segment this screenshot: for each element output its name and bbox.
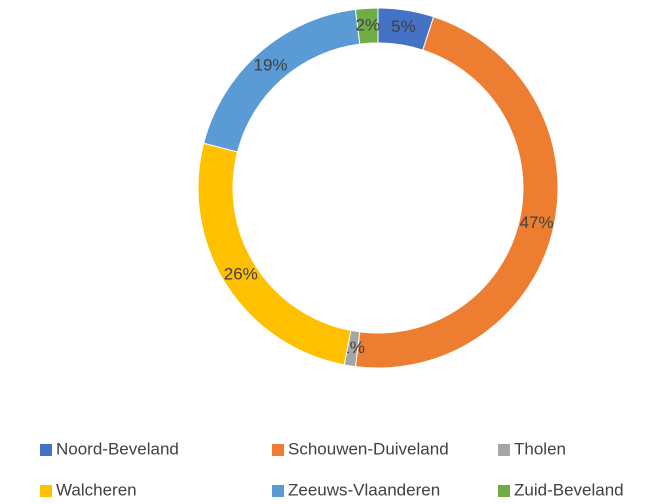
data-label: 5% — [391, 17, 416, 36]
legend-swatch — [272, 444, 284, 456]
legend-label: Walcheren — [56, 480, 137, 499]
legend-swatch — [272, 485, 284, 497]
data-label: 19% — [254, 56, 288, 75]
data-label: 2% — [356, 15, 381, 34]
legend-swatch — [40, 485, 52, 497]
legend-swatch — [40, 444, 52, 456]
legend-label: Tholen — [514, 439, 566, 458]
legend-label: Zuid-Beveland — [514, 480, 624, 499]
donut-segment — [203, 8, 361, 153]
legend-swatch — [498, 485, 510, 497]
donut-segment — [197, 142, 352, 366]
data-label: 26% — [224, 265, 258, 284]
legend-label: Zeeuws-Vlaanderen — [288, 480, 440, 499]
legend-swatch — [498, 444, 510, 456]
data-label: 47% — [520, 213, 554, 232]
legend-label: Schouwen-Duiveland — [288, 439, 449, 458]
donut-segment — [354, 7, 379, 45]
donut-segment — [354, 16, 559, 369]
legend-label: Noord-Beveland — [56, 439, 179, 458]
